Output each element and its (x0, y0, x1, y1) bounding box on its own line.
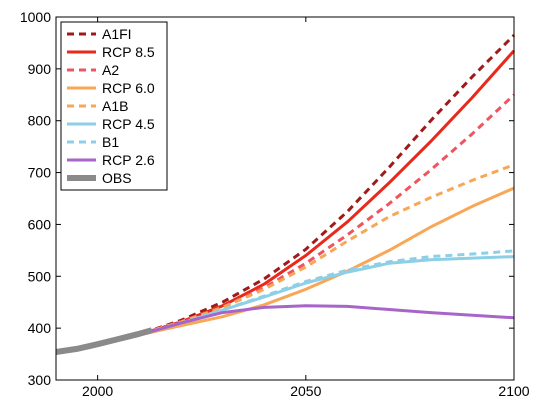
series-line-b1 (97, 249, 515, 347)
series-line-obs (55, 327, 153, 355)
legend: A1FI RCP 8.5 A2 RCP 6.0 A1B RCP 4.5 B1 RCP 2.6 O… (60, 21, 168, 191)
series-line-a2 (97, 93, 516, 347)
legend-label-rcp-4-5: RCP 4.5 (102, 116, 155, 132)
series-lines (55, 34, 516, 355)
legend-label-b1: B1 (102, 134, 119, 150)
y-tick-label: 900 (28, 61, 52, 77)
y-tick-label: 800 (28, 113, 52, 129)
axes: 2000 2050 2100 300 400 500 600 700 800 900 1000 (20, 9, 530, 399)
series-line-rcp-2-6 (97, 304, 515, 347)
x-tick-label: 2050 (290, 383, 321, 399)
y-tick-label: 1000 (20, 9, 51, 25)
legend-label-rcp-8-5: RCP 8.5 (102, 44, 155, 60)
legend-label-a2: A2 (102, 62, 119, 78)
legend-label-a1b: A1B (102, 98, 128, 114)
legend-label-rcp-6-0: RCP 6.0 (102, 80, 155, 96)
legend-label-a1fi: A1FI (102, 26, 132, 42)
y-tick-label: 500 (28, 268, 52, 284)
plot-frame (55, 16, 515, 381)
y-tick-label: 300 (28, 372, 52, 388)
y-tick-label: 600 (28, 216, 52, 232)
series-line-rcp-6-0 (97, 186, 515, 347)
legend-label-rcp-2-6: RCP 2.6 (102, 152, 155, 168)
y-tick-label: 400 (28, 320, 52, 336)
x-tick-label: 2000 (82, 383, 113, 399)
x-tick-label: 2100 (498, 383, 529, 399)
y-tick-label: 700 (28, 165, 52, 181)
legend-box (60, 21, 168, 191)
legend-label-obs: OBS (102, 170, 132, 186)
